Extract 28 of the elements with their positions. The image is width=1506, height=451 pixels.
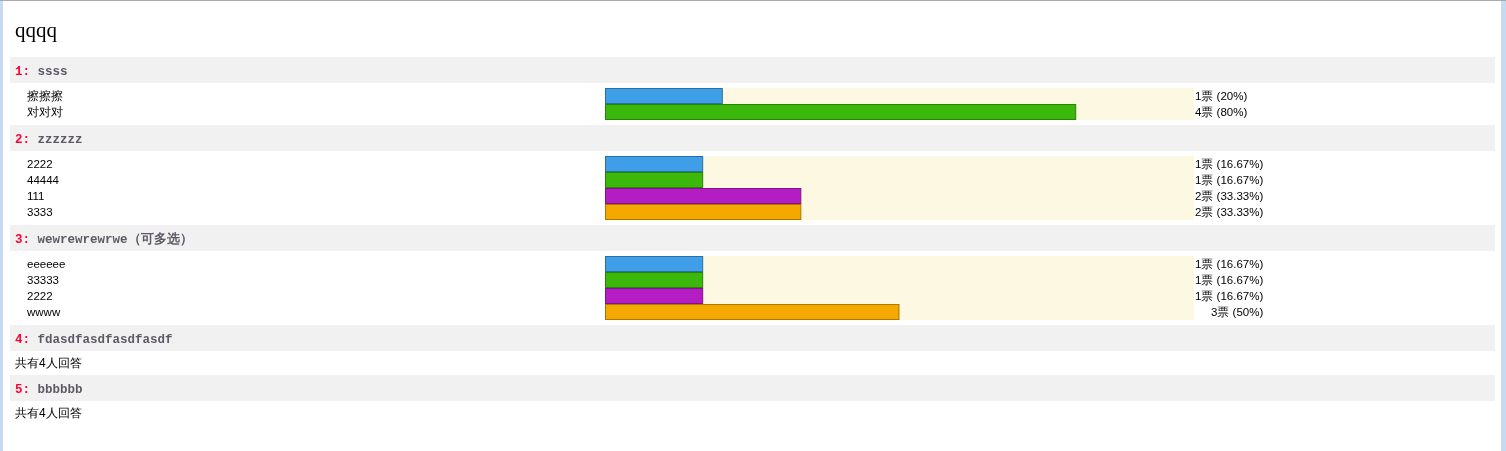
text: 5: bbbbbb xyxy=(15,382,83,397)
data-label: 3票 (50%) xyxy=(1210,306,1264,318)
data-label: 1票 (16.67%) xyxy=(1195,158,1264,170)
y-tick-label: 2222 xyxy=(27,158,53,170)
y-tick-label: wwww xyxy=(26,306,61,318)
y-tick-label: eeeeee xyxy=(27,258,66,270)
text: 3: wewrewrewrwe（可多选） xyxy=(15,231,193,247)
y-tick-label: 3333 xyxy=(27,206,53,218)
data-label: 1票 (20%) xyxy=(1195,90,1248,102)
text: qqqq xyxy=(15,18,58,42)
data-label: 1票 (16.67%) xyxy=(1195,290,1264,302)
data-label: 2票 (33.33%) xyxy=(1195,206,1264,218)
y-tick-label: 44444 xyxy=(27,174,60,186)
data-label: 1票 (16.67%) xyxy=(1195,274,1264,286)
text: 2: zzzzzz xyxy=(15,132,83,147)
text: 1: ssss xyxy=(15,64,68,79)
y-tick-label: 2222 xyxy=(27,290,53,302)
data-label: 1票 (16.67%) xyxy=(1195,258,1264,270)
text: 共有4人回答 xyxy=(15,406,82,420)
data-label: 2票 (33.33%) xyxy=(1195,190,1264,202)
y-tick-label: 33333 xyxy=(27,274,59,286)
text: 共有4人回答 xyxy=(15,356,82,370)
y-tick-label: 擦擦擦 xyxy=(27,89,63,102)
y-tick-label: 111 xyxy=(27,190,45,202)
data-label: 4票 (80%) xyxy=(1195,106,1248,118)
data-label: 1票 (16.67%) xyxy=(1195,174,1264,186)
y-tick-label: 对对对 xyxy=(27,106,63,118)
text: 4: fdasdfasdfasdfasdf xyxy=(15,332,173,347)
